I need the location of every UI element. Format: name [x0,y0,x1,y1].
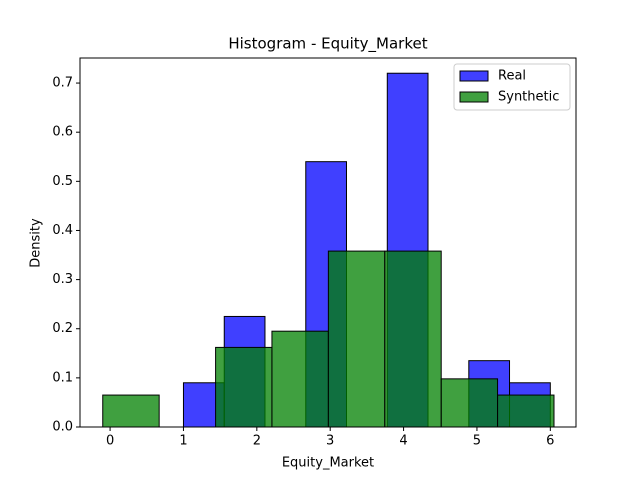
y-tick-label: 0.1 [52,370,73,385]
chart-title: Histogram - Equity_Market [228,35,427,54]
x-tick-label: 3 [326,434,334,449]
x-tick-label: 6 [546,434,554,449]
legend-swatch [459,70,489,82]
x-tick-label: 5 [473,434,481,449]
legend-label: Synthetic [498,90,559,105]
y-axis-label: Density [29,218,44,268]
x-tick-label: 2 [253,434,261,449]
x-tick-label: 1 [179,434,187,449]
bar [440,378,499,428]
y-tick-label: 0.7 [52,76,73,91]
x-tick-label: 4 [399,434,407,449]
bar [215,346,273,428]
y-tick-label: 0.4 [52,223,73,238]
plot-frame [79,57,577,428]
y-tick-label: 0.6 [52,125,73,140]
x-tick-label: 0 [106,434,114,449]
y-tick-label: 0.5 [52,174,73,189]
bar [384,250,442,428]
bar [102,394,160,428]
legend-swatch [459,91,489,103]
x-axis-label: Equity_Market [282,456,374,471]
y-tick-label: 0.2 [52,321,73,336]
bar [497,394,555,428]
legend-label: Real [498,69,526,84]
y-tick-label: 0.3 [52,272,73,287]
bar [327,250,386,428]
bar [271,330,329,428]
y-tick-label: 0.0 [52,420,73,435]
